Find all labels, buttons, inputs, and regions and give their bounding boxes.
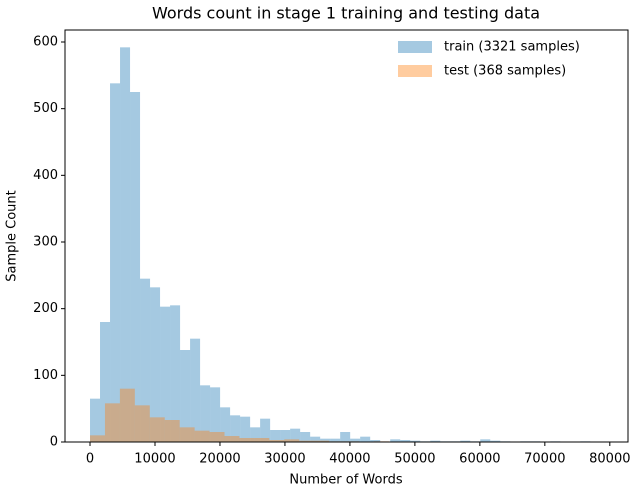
bar	[160, 306, 171, 442]
bar	[220, 407, 231, 442]
bar	[350, 438, 361, 442]
bar	[194, 430, 210, 442]
bar	[190, 338, 201, 442]
bar	[400, 440, 411, 442]
x-tick-label: 80000	[589, 452, 630, 467]
y-tick-label: 300	[33, 235, 58, 250]
bar	[340, 432, 351, 442]
bar	[120, 47, 131, 442]
bar	[480, 439, 491, 442]
y-tick-label: 600	[33, 35, 58, 50]
bar	[130, 92, 141, 442]
bar	[280, 430, 291, 442]
bar	[370, 440, 381, 442]
bar	[149, 417, 165, 442]
bar	[490, 440, 501, 442]
y-tick-label: 200	[33, 301, 58, 316]
bar	[230, 415, 241, 442]
bar	[110, 83, 121, 442]
bar	[119, 388, 135, 442]
bar	[140, 278, 151, 442]
bar	[240, 416, 251, 442]
legend-label: test (368 samples)	[444, 64, 566, 79]
bar	[150, 287, 161, 442]
bar	[209, 432, 225, 442]
legend-swatch	[398, 65, 432, 77]
y-axis-label: Sample Count	[5, 190, 20, 281]
y-tick-label: 500	[33, 101, 58, 116]
bar	[299, 440, 315, 442]
legend-swatch	[398, 41, 432, 53]
bar	[270, 430, 281, 442]
bar	[360, 436, 371, 442]
bar	[320, 438, 331, 442]
bar	[104, 403, 120, 442]
bar	[250, 427, 261, 442]
x-tick-label: 0	[86, 452, 94, 467]
bar	[410, 440, 421, 442]
bar	[430, 440, 441, 442]
x-tick-label: 50000	[394, 452, 435, 467]
x-tick-label: 30000	[264, 452, 305, 467]
bar	[210, 387, 221, 442]
plot-frame	[64, 29, 629, 443]
bar	[330, 438, 341, 442]
bar	[269, 440, 285, 442]
x-tick-label: 20000	[199, 452, 240, 467]
bar	[90, 398, 101, 442]
bar	[260, 418, 271, 442]
bar	[100, 322, 111, 442]
bar	[390, 439, 401, 442]
bar	[134, 405, 150, 442]
x-tick-label: 10000	[134, 452, 175, 467]
bar	[224, 436, 240, 442]
bar	[170, 305, 181, 442]
x-tick-label: 40000	[329, 452, 370, 467]
y-tick-label: 400	[33, 168, 58, 183]
bar	[239, 438, 255, 442]
x-tick-label: 70000	[524, 452, 565, 467]
bar	[300, 432, 311, 442]
x-tick-label: 60000	[459, 452, 500, 467]
bar	[310, 436, 321, 442]
bar	[314, 440, 330, 442]
bar	[290, 428, 301, 442]
chart-title: Words count in stage 1 training and test…	[152, 4, 540, 23]
bar	[284, 439, 300, 442]
bar	[254, 438, 270, 442]
legend-label: train (3321 samples)	[444, 40, 580, 55]
bar	[90, 435, 105, 442]
bar	[180, 350, 191, 442]
bar	[179, 427, 195, 442]
x-axis-label: Number of Words	[289, 473, 402, 487]
y-tick-label: 0	[50, 435, 58, 450]
y-tick-label: 100	[33, 368, 58, 383]
bar	[200, 385, 211, 442]
bar	[164, 420, 180, 442]
bar	[460, 440, 471, 442]
